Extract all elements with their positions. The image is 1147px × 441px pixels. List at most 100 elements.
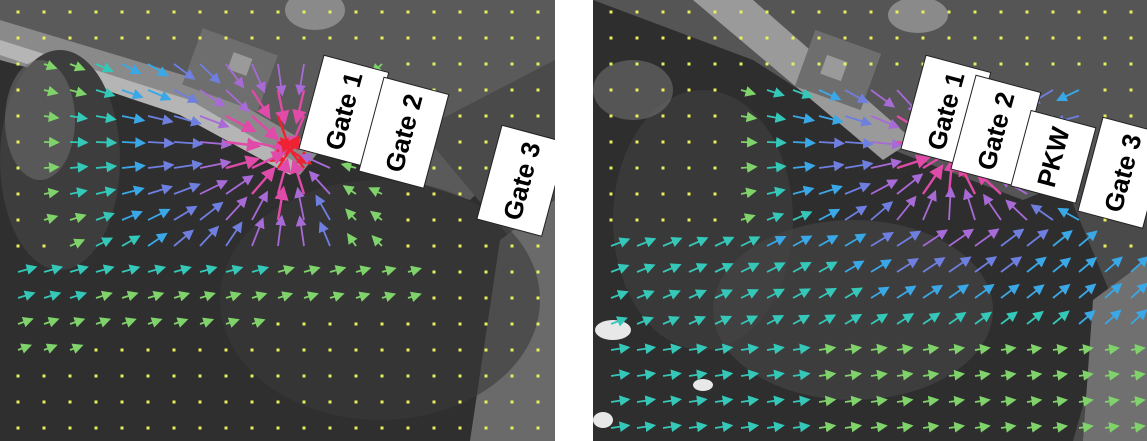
velocity-vector [43,317,60,328]
vector-dot [765,10,769,14]
vector-dot [94,10,98,14]
velocity-vector [766,369,785,381]
vector-dot [276,36,280,40]
vector-dot [536,348,540,352]
vector-dot [661,166,665,170]
vector-dot [16,88,20,92]
velocity-vector [69,317,86,328]
vector-dot [510,36,514,40]
velocity-vector [225,264,244,276]
vector-dot [510,322,514,326]
velocity-vector [225,196,248,221]
vector-dot [458,374,462,378]
vector-dot [68,10,72,14]
velocity-vector [818,235,839,247]
vector-dot [302,374,306,378]
vector-dot [921,10,925,14]
velocity-vector [944,186,956,221]
vector-dot [458,270,462,274]
vector-dot [146,374,150,378]
vector-dot [224,426,228,430]
vector-dot [609,140,613,144]
velocity-vector [1005,199,1028,221]
vector-dot [609,36,613,40]
vector-dot [68,426,72,430]
vector-dot [510,62,514,66]
velocity-vector [1104,256,1123,273]
velocity-vector [251,190,268,221]
vector-dot [661,218,665,222]
velocity-vector [95,112,117,124]
left-piv-panel: Gate 1 Gate 2 Gate 3 [0,0,555,441]
vector-dot [276,400,280,404]
velocity-vector [275,89,290,126]
velocity-vector [818,137,845,149]
velocity-vector [636,263,656,274]
vector-dot [354,348,358,352]
velocity-vector [870,138,903,150]
velocity-vector [896,173,924,195]
vector-dot [687,88,691,92]
vector-dot [406,192,410,196]
velocity-vector [662,369,682,381]
velocity-vector [95,62,114,73]
velocity-vector [1078,344,1094,355]
velocity-vector [199,89,226,107]
vector-dot [713,88,717,92]
velocity-vector [355,291,371,302]
vector-dot [1103,62,1107,66]
velocity-vector [870,115,900,129]
velocity-vector [1104,282,1123,299]
velocity-vector [17,343,32,354]
velocity-vector [1052,422,1069,433]
velocity-vector [896,369,914,381]
vector-dot [536,322,540,326]
vector-dot [687,114,691,118]
velocity-vector [43,60,58,71]
velocity-vector [766,112,787,123]
velocity-vector [818,184,843,195]
vector-dot [1129,10,1133,14]
velocity-vector [225,221,243,247]
velocity-vector [610,263,630,274]
vector-dot [42,426,46,430]
vector-dot [406,348,410,352]
velocity-vector [340,161,357,172]
velocity-vector [199,63,221,84]
vector-dot [869,36,873,40]
velocity-vector [1130,370,1146,381]
velocity-vector [1026,343,1043,355]
velocity-vector [896,343,914,355]
velocity-vector [1026,369,1043,381]
velocity-vector [922,189,937,221]
velocity-vector [818,160,845,172]
velocity-vector [922,369,940,381]
velocity-vector [251,291,268,302]
velocity-vector [870,158,903,169]
velocity-vector [974,256,998,273]
vector-dot [432,426,436,430]
velocity-vector [95,264,115,275]
vector-dot [172,10,176,14]
velocity-vector [688,369,708,381]
vector-dot [791,62,795,66]
vector-dot [224,400,228,404]
vector-dot [458,218,462,222]
vector-dot [536,374,540,378]
velocity-vector [844,343,863,355]
vector-dot [406,322,410,326]
velocity-vector [714,262,734,273]
velocity-vector [1104,422,1120,433]
vector-dot [765,36,769,40]
velocity-vector [173,89,199,103]
vector-dot [1129,36,1133,40]
velocity-vector [1026,256,1047,273]
velocity-vector [662,421,682,433]
vector-dot [1051,10,1055,14]
velocity-vector [610,369,631,381]
velocity-vector [610,421,631,433]
vector-dot [432,218,436,222]
vector-dot [661,140,665,144]
velocity-vector [740,369,760,381]
velocity-vector [199,291,216,302]
